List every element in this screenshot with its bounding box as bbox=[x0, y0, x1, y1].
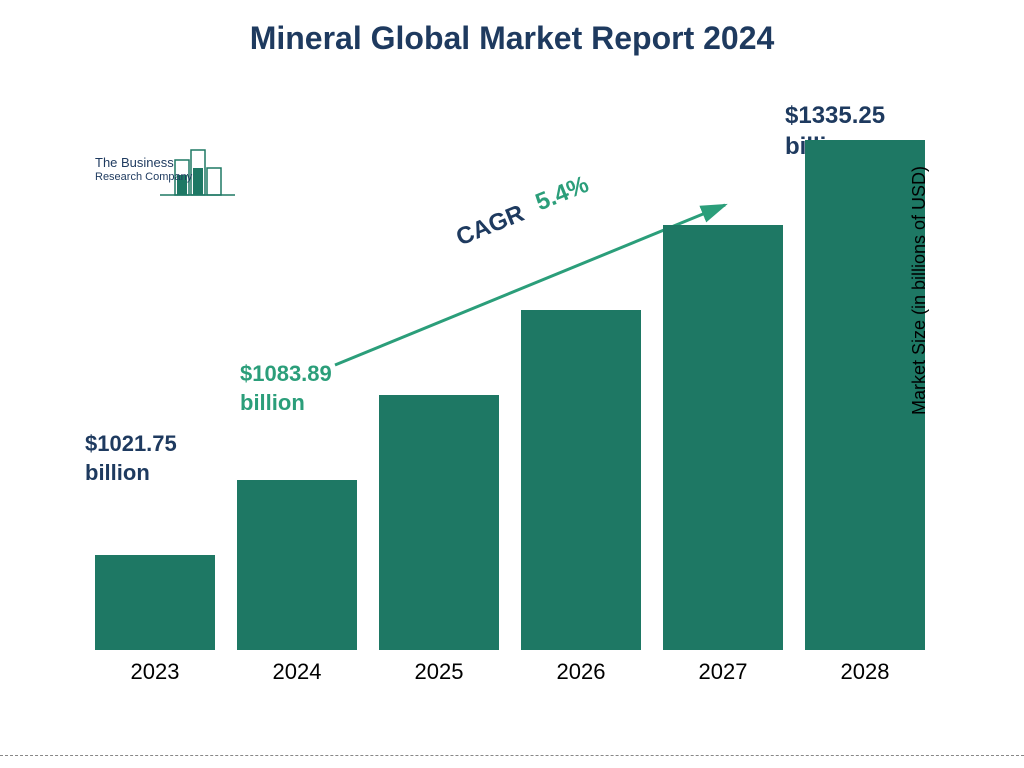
x-axis-label: 2023 bbox=[95, 659, 215, 685]
bars-container bbox=[75, 130, 945, 650]
bar bbox=[237, 480, 357, 650]
x-axis-label: 2025 bbox=[379, 659, 499, 685]
bar bbox=[95, 555, 215, 650]
x-axis-label: 2024 bbox=[237, 659, 357, 685]
x-axis-label: 2026 bbox=[521, 659, 641, 685]
bottom-divider bbox=[0, 755, 1024, 756]
bar bbox=[805, 140, 925, 650]
bar-wrapper bbox=[95, 555, 215, 650]
bar-wrapper bbox=[805, 140, 925, 650]
chart-area: The Business Research Company CAGR 5.4% … bbox=[75, 130, 945, 680]
bar-wrapper bbox=[521, 310, 641, 650]
x-axis-label: 2028 bbox=[805, 659, 925, 685]
bar-wrapper bbox=[663, 225, 783, 650]
bar bbox=[521, 310, 641, 650]
bar bbox=[379, 395, 499, 650]
bar-wrapper bbox=[237, 480, 357, 650]
bar bbox=[663, 225, 783, 650]
x-axis-labels: 2023 2024 2025 2026 2027 2028 bbox=[75, 659, 945, 685]
bar-wrapper bbox=[379, 395, 499, 650]
x-axis-label: 2027 bbox=[663, 659, 783, 685]
chart-title: Mineral Global Market Report 2024 bbox=[0, 20, 1024, 57]
y-axis-label: Market Size (in billions of USD) bbox=[909, 166, 930, 415]
